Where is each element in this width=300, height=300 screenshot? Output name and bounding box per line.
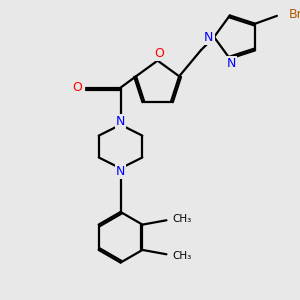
Text: O: O (154, 47, 164, 60)
Text: CH₃: CH₃ (172, 214, 192, 224)
Text: CH₃: CH₃ (172, 251, 192, 261)
Text: N: N (116, 165, 125, 178)
Text: N: N (204, 31, 214, 44)
Text: O: O (72, 81, 82, 94)
Text: N: N (116, 115, 125, 128)
Text: N: N (227, 57, 236, 70)
Text: Br: Br (289, 8, 300, 21)
